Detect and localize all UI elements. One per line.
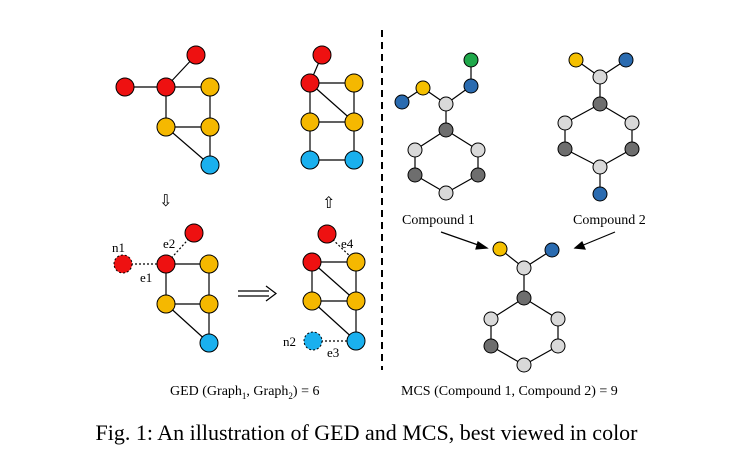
graph-node (199, 294, 219, 314)
compound1-label: Compound 1 (402, 213, 475, 228)
ged-caption-suffix: ) = 6 (292, 384, 320, 399)
mcs-caption: MCS (Compound 1, Compound 2) = 9 (401, 384, 618, 399)
label-e3: e3 (327, 345, 339, 360)
atom-node (470, 167, 486, 183)
atom-node (492, 241, 508, 257)
atom-node (438, 96, 454, 112)
graph-node (200, 155, 220, 175)
compound1-atoms (394, 52, 486, 201)
graph-node (113, 254, 133, 274)
atom-node (470, 142, 486, 158)
graph-node (302, 252, 322, 272)
atom-node (407, 142, 423, 158)
graph-node (186, 45, 206, 65)
graph-node (300, 112, 320, 132)
atom-node (516, 290, 532, 306)
graph1-nodes (115, 45, 220, 175)
graph-node (346, 291, 366, 311)
graph-node (156, 254, 176, 274)
atom-node (438, 122, 454, 138)
graph-node (303, 331, 323, 351)
graph-node (317, 224, 337, 244)
label-e4: e4 (341, 236, 354, 251)
graph-node (199, 333, 219, 353)
graph-node (346, 252, 366, 272)
atom-node (463, 78, 479, 94)
atom-node (618, 52, 634, 68)
atom-node (592, 159, 608, 175)
graph-node (199, 254, 219, 274)
atom-node (592, 69, 608, 85)
graph-node (300, 150, 320, 170)
graph1 (125, 54, 211, 166)
graph-node (156, 117, 176, 137)
figure-caption: Fig. 1: An illustration of GED and MCS, … (95, 420, 638, 445)
down-arrow-icon: ⇩ (159, 191, 172, 210)
graph2 (309, 54, 355, 161)
ged-caption-sub2: 2 (288, 390, 293, 401)
graph-node (300, 73, 320, 93)
atom-node (624, 115, 640, 131)
atom-node (407, 167, 423, 183)
atom-node (483, 311, 499, 327)
ged-caption-mid: , Graph (246, 384, 289, 399)
atom-node (415, 80, 431, 96)
up-arrow-icon: ⇧ (322, 193, 335, 212)
graph-node (184, 223, 204, 243)
atom-node (544, 242, 560, 258)
atom-node (557, 141, 573, 157)
atom-node (624, 141, 640, 157)
atom-node (550, 338, 566, 354)
atom-node (568, 52, 584, 68)
label-e2: e2 (163, 236, 175, 251)
atom-node (438, 185, 454, 201)
graph2-nodes (300, 45, 364, 170)
right-double-arrow-icon (238, 285, 277, 302)
graph-node (200, 117, 220, 137)
ged-caption: GED (Graph1, Graph2) = 6 (170, 384, 319, 401)
graph-node (156, 294, 176, 314)
atom-node (592, 96, 608, 112)
atom-node (483, 338, 499, 354)
graph-node (344, 112, 364, 132)
graph-node (115, 77, 135, 97)
ged-caption-prefix: GED (Graph (170, 384, 242, 399)
mcs-arrows (440, 231, 616, 250)
atom-node (516, 357, 532, 373)
compound2-atoms (557, 52, 640, 202)
graph-node (156, 77, 176, 97)
atom-node (394, 94, 410, 110)
graph-node (346, 331, 366, 351)
compound2-label: Compound 2 (573, 213, 646, 228)
atom-node (463, 52, 479, 68)
graph3-nodes (113, 223, 219, 353)
atom-node (516, 260, 532, 276)
graph-node (302, 291, 322, 311)
atom-node (550, 311, 566, 327)
atom-node (592, 186, 608, 202)
graph-node (344, 150, 364, 170)
label-n2: n2 (283, 334, 296, 349)
graph-node (200, 77, 220, 97)
label-n1: n1 (112, 240, 125, 255)
mcs-atoms (483, 241, 566, 373)
label-e1: e1 (140, 270, 152, 285)
graph-node (344, 73, 364, 93)
graph4-nodes (302, 224, 366, 351)
ged-caption-sub1: 1 (241, 390, 247, 401)
atom-node (557, 115, 573, 131)
graph-node (312, 45, 332, 65)
